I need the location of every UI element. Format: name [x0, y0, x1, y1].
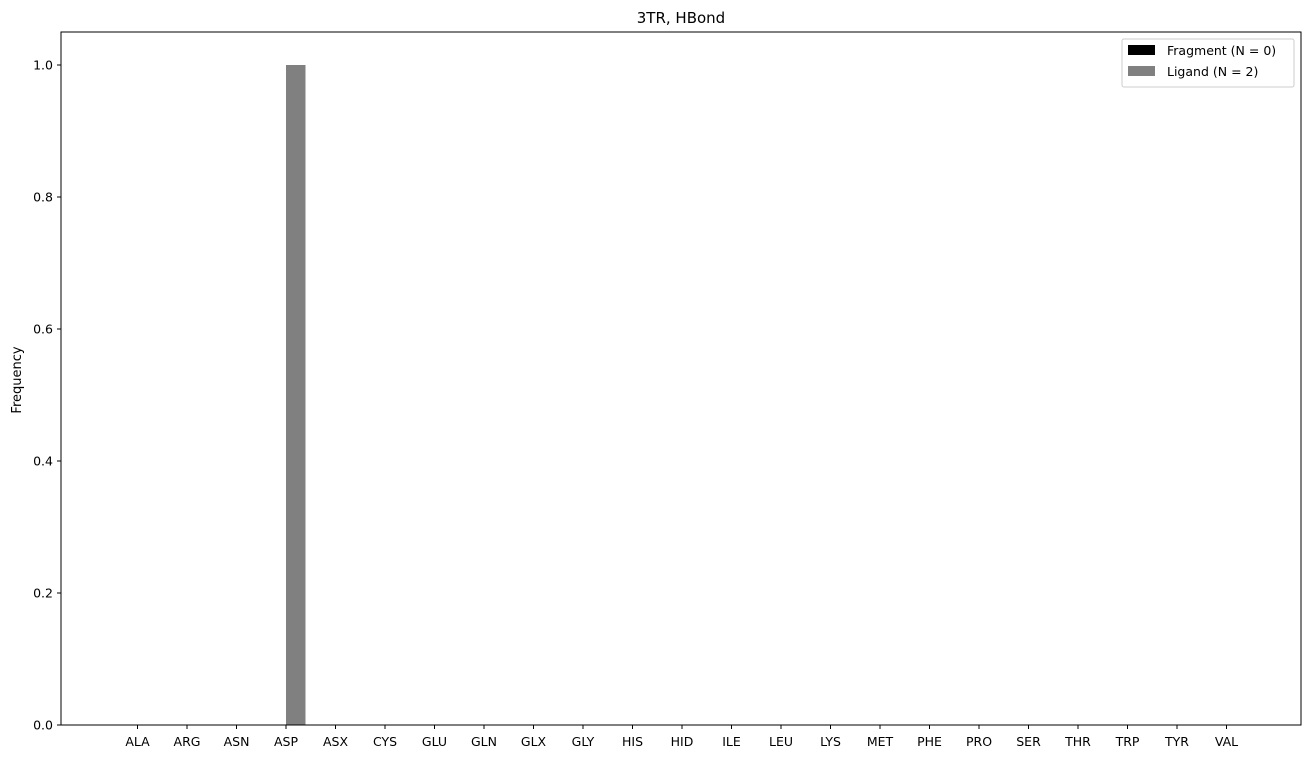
y-tick-label: 1.0 — [33, 58, 53, 73]
x-tick-label-lys: LYS — [820, 734, 841, 749]
chart-title: 3TR, HBond — [637, 9, 725, 27]
x-tick-label-hid: HID — [671, 734, 694, 749]
x-tick-label-trp: TRP — [1115, 734, 1140, 749]
x-tick-label-gly: GLY — [572, 734, 595, 749]
y-axis-label: Frequency — [10, 346, 25, 413]
x-tick-label-gln: GLN — [471, 734, 497, 749]
plot-frame — [60, 31, 1302, 726]
y-tick-label: 0.6 — [33, 322, 53, 337]
x-tick-label-tyr: TYR — [1164, 734, 1189, 749]
x-tick-label-glx: GLX — [521, 734, 547, 749]
y-tick-label: 0.4 — [33, 454, 53, 469]
x-tick-label-ser: SER — [1016, 734, 1041, 749]
x-tick-label-asx: ASX — [323, 734, 348, 749]
legend: Fragment (N = 0) Ligand (N = 2) — [1121, 38, 1295, 88]
x-tick-label-met: MET — [867, 734, 894, 749]
y-axis: 0.0 0.2 0.4 0.6 0.8 1.0 — [33, 58, 61, 733]
x-tick-label-asn: ASN — [224, 734, 250, 749]
x-tick-label-his: HIS — [622, 734, 643, 749]
x-axis: ALA ARG ASN ASP ASX CYS GLU GLN GLX GLY HIS HID ILE L… — [125, 725, 1238, 749]
legend-label-ligand: Ligand (N = 2) — [1167, 64, 1258, 79]
legend-swatch-ligand — [1128, 66, 1155, 76]
x-tick-label-thr: THR — [1064, 734, 1091, 749]
x-tick-label-phe: PHE — [917, 734, 942, 749]
x-tick-label-arg: ARG — [174, 734, 201, 749]
x-tick-label-pro: PRO — [966, 734, 992, 749]
legend-swatch-fragment — [1128, 45, 1155, 55]
bars-layer — [286, 65, 306, 725]
x-tick-label-cys: CYS — [373, 734, 397, 749]
legend-box — [1121, 38, 1295, 88]
bar-ligand-asp — [286, 65, 306, 725]
y-tick-label: 0.8 — [33, 190, 53, 205]
y-tick-label: 0.2 — [33, 586, 53, 601]
y-tick-label: 0.0 — [33, 718, 53, 733]
x-tick-label-val: VAL — [1215, 734, 1238, 749]
x-tick-label-asp: ASP — [274, 734, 298, 749]
x-tick-label-ile: ILE — [722, 734, 741, 749]
legend-label-fragment: Fragment (N = 0) — [1167, 43, 1276, 58]
x-tick-label-ala: ALA — [125, 734, 150, 749]
x-tick-label-glu: GLU — [422, 734, 447, 749]
x-tick-label-leu: LEU — [769, 734, 793, 749]
